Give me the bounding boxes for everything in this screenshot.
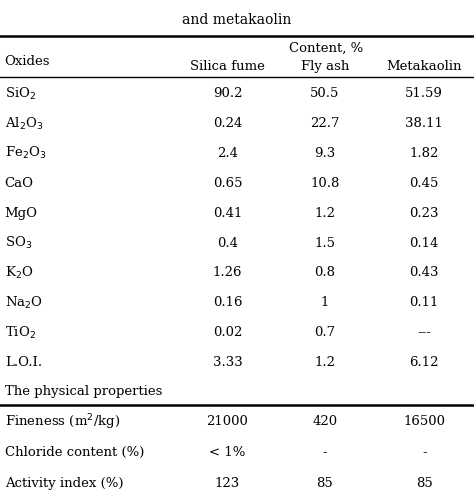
Text: 16500: 16500 xyxy=(403,415,445,428)
Text: < 1%: < 1% xyxy=(210,446,246,459)
Text: Metakaolin: Metakaolin xyxy=(386,60,462,73)
Text: Na$_2$O: Na$_2$O xyxy=(5,295,43,311)
Text: ---: --- xyxy=(417,326,431,339)
Text: Oxides: Oxides xyxy=(5,55,50,68)
Text: Fe$_2$O$_3$: Fe$_2$O$_3$ xyxy=(5,145,46,161)
Text: 10.8: 10.8 xyxy=(310,177,339,190)
Text: 123: 123 xyxy=(215,477,240,490)
Text: 38.11: 38.11 xyxy=(405,117,443,130)
Text: 1.82: 1.82 xyxy=(410,147,439,160)
Text: Content, %: Content, % xyxy=(289,42,363,55)
Text: -: - xyxy=(422,446,427,459)
Text: Silica fume: Silica fume xyxy=(190,60,265,73)
Text: 0.02: 0.02 xyxy=(213,326,242,339)
Text: 2.4: 2.4 xyxy=(217,147,238,160)
Text: 22.7: 22.7 xyxy=(310,117,339,130)
Text: 21000: 21000 xyxy=(207,415,248,428)
Text: K$_2$O: K$_2$O xyxy=(5,265,33,281)
Text: CaO: CaO xyxy=(5,177,34,190)
Text: 0.65: 0.65 xyxy=(213,177,242,190)
Text: Fly ash: Fly ash xyxy=(301,60,349,73)
Text: 0.23: 0.23 xyxy=(410,207,439,220)
Text: 50.5: 50.5 xyxy=(310,87,339,100)
Text: 420: 420 xyxy=(312,415,337,428)
Text: 0.24: 0.24 xyxy=(213,117,242,130)
Text: 85: 85 xyxy=(416,477,433,490)
Text: MgO: MgO xyxy=(5,207,38,220)
Text: 9.3: 9.3 xyxy=(314,147,335,160)
Text: Activity index (%): Activity index (%) xyxy=(5,477,123,490)
Text: 1.26: 1.26 xyxy=(213,266,242,279)
Text: -: - xyxy=(322,446,327,459)
Text: 85: 85 xyxy=(316,477,333,490)
Text: 0.4: 0.4 xyxy=(217,237,238,249)
Text: Fineness (m$^2$/kg): Fineness (m$^2$/kg) xyxy=(5,412,120,432)
Text: 0.45: 0.45 xyxy=(410,177,439,190)
Text: 0.43: 0.43 xyxy=(410,266,439,279)
Text: Chloride content (%): Chloride content (%) xyxy=(5,446,144,459)
Text: 0.14: 0.14 xyxy=(410,237,439,249)
Text: 1.2: 1.2 xyxy=(314,356,335,369)
Text: L.O.I.: L.O.I. xyxy=(5,356,42,369)
Text: 51.59: 51.59 xyxy=(405,87,443,100)
Text: 0.41: 0.41 xyxy=(213,207,242,220)
Text: 0.7: 0.7 xyxy=(314,326,335,339)
Text: 0.8: 0.8 xyxy=(314,266,335,279)
Text: TiO$_2$: TiO$_2$ xyxy=(5,325,36,341)
Text: SO$_3$: SO$_3$ xyxy=(5,235,32,251)
Text: 1: 1 xyxy=(320,296,329,309)
Text: Al$_2$O$_3$: Al$_2$O$_3$ xyxy=(5,116,43,131)
Text: 3.33: 3.33 xyxy=(213,356,242,369)
Text: 1.5: 1.5 xyxy=(314,237,335,249)
Text: 6.12: 6.12 xyxy=(410,356,439,369)
Text: 0.16: 0.16 xyxy=(213,296,242,309)
Text: 0.11: 0.11 xyxy=(410,296,439,309)
Text: SiO$_2$: SiO$_2$ xyxy=(5,86,36,102)
Text: 90.2: 90.2 xyxy=(213,87,242,100)
Text: 1.2: 1.2 xyxy=(314,207,335,220)
Text: and metakaolin: and metakaolin xyxy=(182,13,292,27)
Text: The physical properties: The physical properties xyxy=(5,384,162,398)
